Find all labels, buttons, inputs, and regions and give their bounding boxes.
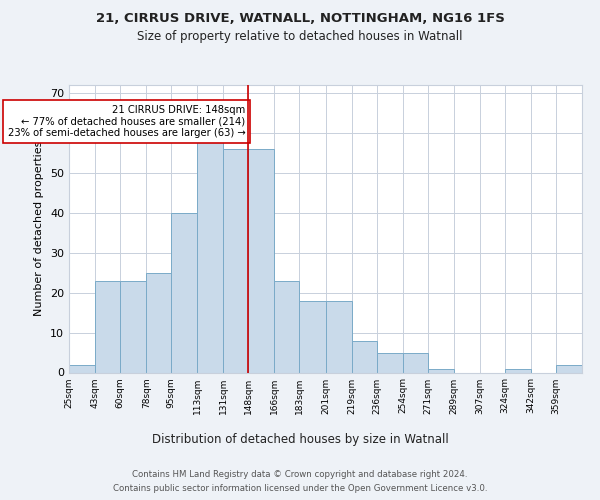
Bar bbox=[403, 352, 428, 372]
Bar bbox=[146, 272, 171, 372]
Text: Contains HM Land Registry data © Crown copyright and database right 2024.: Contains HM Land Registry data © Crown c… bbox=[132, 470, 468, 479]
Bar bbox=[299, 300, 326, 372]
Bar bbox=[120, 280, 146, 372]
Text: Contains public sector information licensed under the Open Government Licence v3: Contains public sector information licen… bbox=[113, 484, 487, 493]
Bar bbox=[95, 280, 120, 372]
Text: Distribution of detached houses by size in Watnall: Distribution of detached houses by size … bbox=[152, 432, 448, 446]
Text: 21 CIRRUS DRIVE: 148sqm
← 77% of detached houses are smaller (214)
23% of semi-d: 21 CIRRUS DRIVE: 148sqm ← 77% of detache… bbox=[8, 105, 245, 138]
Bar bbox=[197, 137, 223, 372]
Bar bbox=[69, 364, 95, 372]
Bar bbox=[352, 340, 377, 372]
Bar bbox=[223, 149, 248, 372]
Bar bbox=[377, 352, 403, 372]
Bar bbox=[248, 149, 274, 372]
Text: Size of property relative to detached houses in Watnall: Size of property relative to detached ho… bbox=[137, 30, 463, 43]
Bar bbox=[325, 300, 352, 372]
Bar bbox=[505, 368, 531, 372]
Text: 21, CIRRUS DRIVE, WATNALL, NOTTINGHAM, NG16 1FS: 21, CIRRUS DRIVE, WATNALL, NOTTINGHAM, N… bbox=[95, 12, 505, 26]
Bar bbox=[428, 368, 454, 372]
Bar bbox=[171, 213, 197, 372]
Bar bbox=[274, 280, 299, 372]
Bar bbox=[556, 364, 582, 372]
Y-axis label: Number of detached properties: Number of detached properties bbox=[34, 141, 44, 316]
